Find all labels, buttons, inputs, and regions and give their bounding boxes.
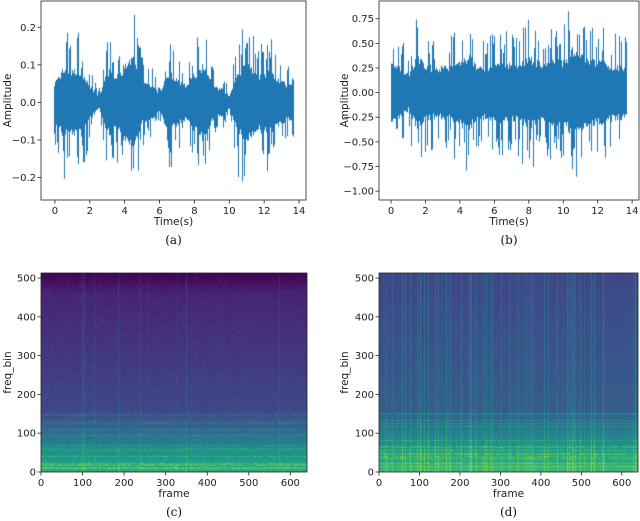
y-tick-label-c: 0 [30,468,36,479]
x-axis-label-d: frame [493,488,524,500]
x-tick-label-d: 0 [376,478,382,489]
x-tick-label-c: 200 [115,478,134,489]
x-tick-label-d: 400 [531,478,550,489]
y-tick-label-a: 0.2 [20,23,36,34]
y-axis-label-b: Amplitude [339,74,351,128]
x-tick-label-b: 2 [422,206,428,217]
caption-d: (d) [500,505,517,519]
spectrogram-d-canvas [379,273,638,472]
x-tick-label-b: 6 [491,206,497,217]
y-tick-label-c: 200 [17,390,36,401]
x-tick-label-d: 600 [612,478,631,489]
x-tick-label-c: 300 [156,478,175,489]
y-tick-label-d: 300 [355,351,374,362]
x-tick-label-d: 200 [450,478,469,489]
y-tick-label-b: 0.25 [352,63,374,74]
axes-frame-d [378,272,639,473]
x-tick-label-a: 10 [223,206,236,217]
x-tick-label-c: 600 [281,478,300,489]
axes-frame-a [40,0,307,201]
x-tick-label-c: 100 [73,478,92,489]
y-tick-label-a: −0.1 [12,135,36,146]
y-tick-label-b: 0.75 [352,14,374,25]
y-tick-label-b: 0.00 [352,88,374,99]
caption-a: (a) [165,233,182,247]
y-tick-label-d: 500 [355,274,374,285]
x-tick-label-a: 8 [191,206,197,217]
x-tick-label-d: 500 [572,478,591,489]
y-tick-label-d: 0 [368,468,374,479]
x-tick-label-d: 300 [491,478,510,489]
x-tick-label-b: 0 [388,206,394,217]
x-axis-label-a: Time(s) [153,216,193,228]
x-axis-label-c: frame [158,488,189,500]
axes-frame-b [378,0,640,201]
y-tick-label-a: 0.1 [20,60,36,71]
y-axis-label-a: Amplitude [2,74,14,128]
y-tick-label-b: −0.50 [343,137,374,148]
y-tick-label-c: 500 [17,274,36,285]
y-tick-label-d: 200 [355,390,374,401]
x-tick-label-d: 100 [410,478,429,489]
y-tick-label-b: −1.00 [343,187,374,198]
x-tick-label-a: 0 [52,206,58,217]
y-axis-label-c: freq_bin [2,351,14,393]
waveform-b-canvas [379,1,639,200]
x-tick-label-a: 4 [121,206,127,217]
y-tick-label-c: 100 [17,429,36,440]
y-tick-label-b: −0.25 [343,113,374,124]
y-tick-label-c: 400 [17,312,36,323]
spectrogram-c-canvas [41,273,307,472]
x-tick-label-b: 14 [626,206,639,217]
x-tick-label-b: 12 [591,206,604,217]
x-tick-label-a: 14 [293,206,306,217]
axes-frame-c [40,272,308,473]
x-axis-label-b: Time(s) [488,216,528,228]
x-tick-label-b: 8 [526,206,532,217]
y-tick-label-d: 100 [355,429,374,440]
x-tick-label-a: 2 [87,206,93,217]
x-tick-label-a: 6 [156,206,162,217]
y-tick-label-c: 300 [17,351,36,362]
x-tick-label-c: 400 [198,478,217,489]
waveform-a-canvas [41,1,306,200]
x-tick-label-c: 0 [38,478,44,489]
caption-b: (b) [500,233,517,247]
y-axis-label-d: freq_bin [339,351,351,393]
x-tick-label-b: 4 [457,206,463,217]
y-tick-label-a: −0.2 [12,173,36,184]
caption-c: (c) [166,505,182,519]
y-tick-label-a: 0.0 [20,98,36,109]
x-tick-label-b: 10 [557,206,570,217]
x-tick-label-c: 500 [239,478,258,489]
y-tick-label-b: −0.75 [343,162,374,173]
y-tick-label-d: 400 [355,312,374,323]
y-tick-label-b: 0.50 [352,39,374,50]
x-tick-label-a: 12 [258,206,271,217]
